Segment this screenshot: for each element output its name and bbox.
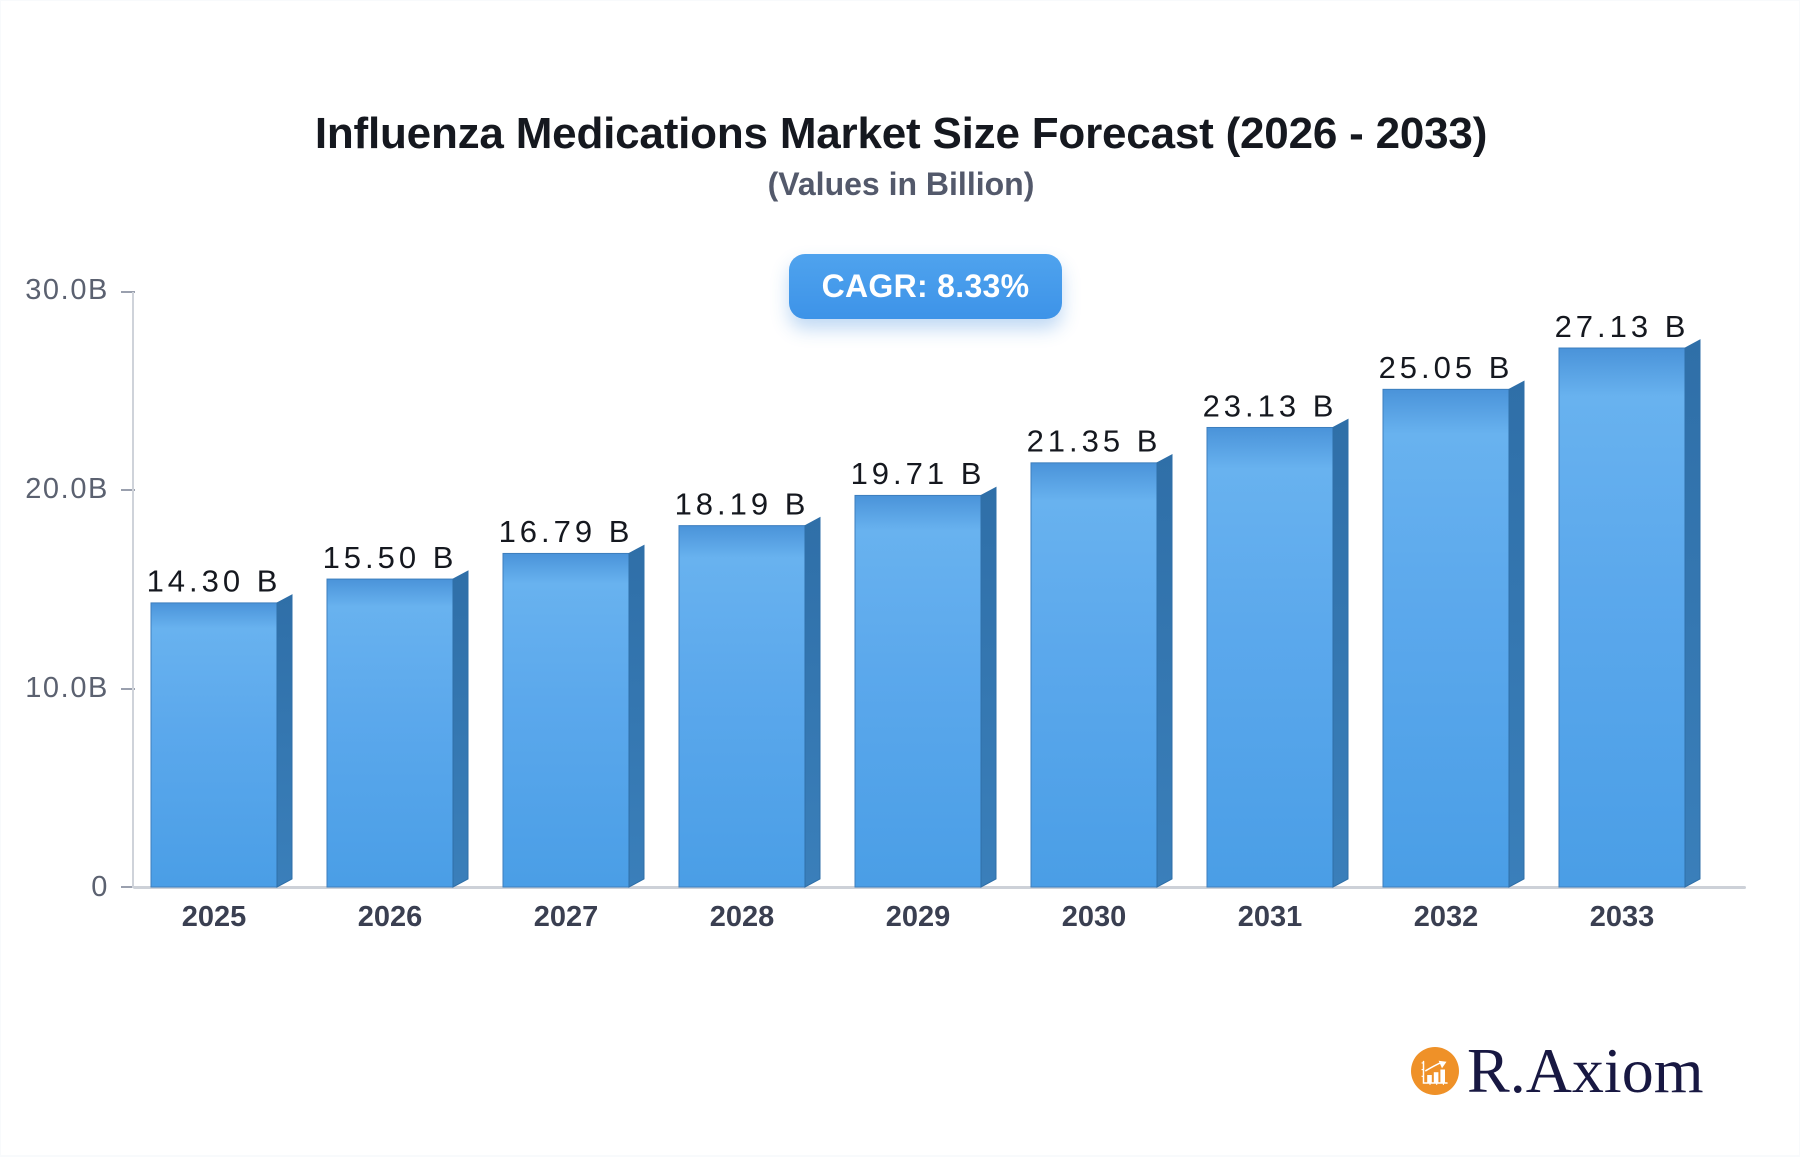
svg-text:25.05 B: 25.05 B: [1379, 350, 1514, 385]
svg-text:2032: 2032: [1414, 901, 1479, 933]
svg-text:2028: 2028: [710, 901, 775, 933]
svg-text:20.0B: 20.0B: [25, 473, 109, 505]
svg-text:23.13 B: 23.13 B: [1203, 388, 1338, 423]
svg-text:16.79 B: 16.79 B: [499, 514, 634, 549]
svg-text:2026: 2026: [358, 901, 423, 933]
svg-text:2027: 2027: [534, 901, 599, 933]
svg-text:19.71 B: 19.71 B: [851, 456, 986, 491]
svg-text:2030: 2030: [1062, 901, 1127, 933]
svg-text:21.35 B: 21.35 B: [1027, 424, 1162, 459]
svg-text:18.19 B: 18.19 B: [675, 486, 810, 521]
svg-text:2029: 2029: [886, 901, 951, 933]
svg-text:15.50 B: 15.50 B: [323, 540, 458, 575]
svg-text:2025: 2025: [182, 901, 247, 933]
svg-text:2033: 2033: [1590, 901, 1655, 933]
svg-text:0: 0: [91, 871, 109, 903]
svg-text:27.13 B: 27.13 B: [1555, 309, 1690, 344]
svg-text:2031: 2031: [1238, 901, 1303, 933]
svg-text:30.0B: 30.0B: [25, 274, 109, 306]
svg-text:14.30 B: 14.30 B: [147, 564, 282, 599]
svg-text:10.0B: 10.0B: [25, 672, 109, 704]
